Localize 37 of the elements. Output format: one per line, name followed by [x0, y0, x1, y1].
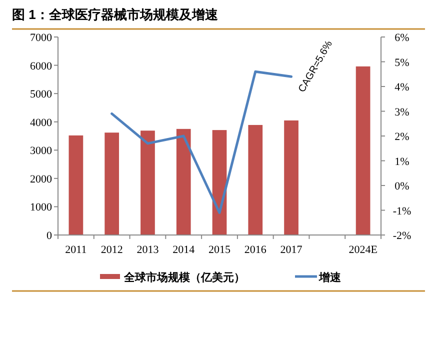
y2-tick-label: -1% [392, 205, 412, 218]
bar [68, 135, 84, 235]
x-tick-label: 2014 [172, 244, 196, 256]
chart-title: 图 1：全球医疗器械市场规模及增速 [12, 7, 219, 22]
x-tick-label: 2017 [280, 244, 303, 256]
x-tick-label: 2013 [136, 244, 160, 256]
y2-tick-label: 0% [394, 180, 410, 192]
y2-tick-label: -2% [392, 230, 412, 242]
y2-tick-label: 6% [394, 32, 410, 44]
x-tick-label: 2012 [100, 244, 123, 256]
bar [176, 128, 191, 235]
y-tick-label: 4000 [30, 116, 52, 129]
y2-tick-label: 3% [394, 106, 410, 118]
y-tick-label: 1000 [30, 202, 52, 214]
bar [356, 66, 370, 235]
y-tick-label: 2000 [30, 173, 52, 186]
y2-tick-label: 5% [394, 56, 410, 69]
x-tick-label: 2011 [65, 244, 87, 256]
line-series [110, 70, 293, 214]
y2-tick-label: 2% [394, 131, 410, 143]
y-tick-label: 5000 [30, 88, 52, 101]
bar [212, 130, 227, 235]
legend-label: 全球市场规模（亿美元） [123, 271, 245, 284]
y2-tick-label: 4% [394, 82, 410, 94]
x-tick-label: 2024E [348, 244, 378, 256]
bar [140, 130, 155, 235]
y2-tick-label: 1% [394, 156, 410, 168]
y-tick-label: 6000 [30, 60, 52, 72]
x-tick-label: 2015 [208, 244, 231, 256]
bar [284, 120, 298, 235]
y-tick-label: 3000 [30, 145, 52, 158]
legend-label: 增速 [318, 271, 342, 284]
bar [248, 124, 263, 235]
y-tick-label: 0 [46, 230, 52, 242]
x-tick-label: 2016 [244, 244, 267, 256]
y-tick-label: 7000 [30, 32, 52, 44]
bar [104, 132, 120, 235]
